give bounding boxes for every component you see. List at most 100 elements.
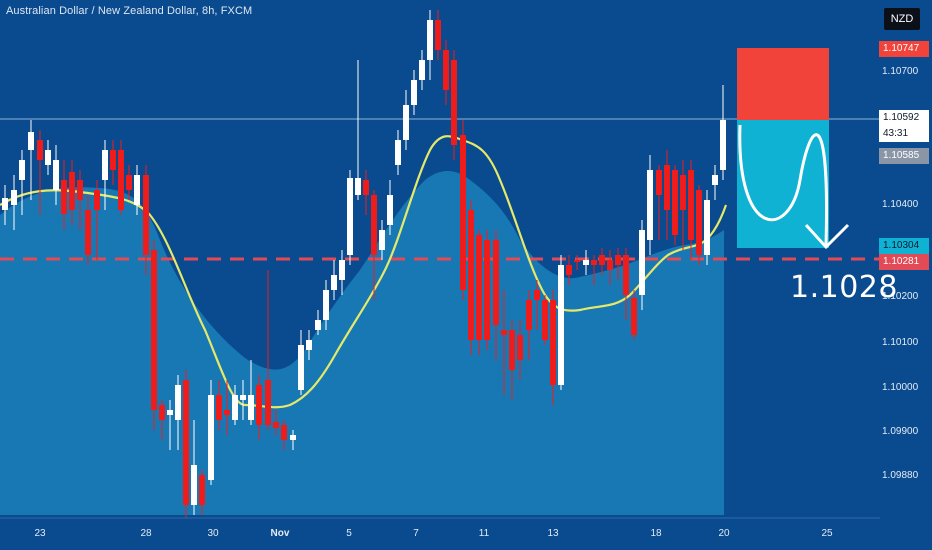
support-price-label: 1.10281 [879, 254, 929, 270]
bearish-candle [680, 175, 686, 210]
price-tick: 1.10100 [882, 337, 919, 348]
bullish-candle [355, 178, 361, 195]
bearish-candle [69, 172, 75, 210]
bearish-candle [199, 475, 205, 505]
bullish-candle [208, 395, 214, 480]
date-tick: 13 [547, 528, 559, 539]
bearish-candle [118, 150, 124, 210]
time-axis-panel [0, 518, 932, 550]
date-tick: 11 [478, 528, 490, 539]
bullish-candle [134, 175, 140, 205]
bullish-candle [704, 200, 710, 255]
bullish-candle [2, 198, 8, 210]
bullish-candle [331, 275, 337, 290]
bullish-candle [11, 190, 17, 205]
indicator-area [0, 171, 724, 515]
bullish-candle [419, 60, 425, 80]
bullish-candle [240, 395, 246, 400]
bullish-candle [19, 160, 25, 180]
bullish-candle [191, 465, 197, 505]
bearish-candle [542, 300, 548, 340]
chart-title: Australian Dollar / New Zealand Dollar, … [6, 5, 253, 17]
bullish-candle [102, 150, 108, 180]
bearish-candle [696, 190, 702, 255]
date-tick: 30 [207, 528, 219, 539]
bearish-candle [484, 240, 490, 340]
bearish-candle [615, 255, 621, 265]
bearish-candle [493, 240, 499, 325]
bearish-candle [623, 255, 629, 295]
bearish-candle [607, 260, 613, 270]
price-tick: 1.09900 [882, 426, 919, 437]
bullish-candle [639, 230, 645, 295]
bullish-candle [395, 140, 401, 165]
bullish-candle [290, 435, 296, 440]
bullish-candle [28, 132, 34, 150]
bullish-candle [712, 175, 718, 185]
bearish-candle [77, 180, 83, 200]
bullish-candle [647, 170, 653, 240]
target-price-annotation: 1.1028 [790, 270, 898, 305]
bearish-candle [534, 290, 540, 300]
bearish-candle [151, 250, 157, 410]
bullish-candle [411, 80, 417, 105]
date-tick: 25 [821, 528, 833, 539]
bearish-candle [460, 135, 466, 290]
date-tick: 28 [140, 528, 152, 539]
bullish-candle [387, 195, 393, 225]
bearish-candle [126, 175, 132, 190]
bullish-candle [53, 160, 59, 190]
bearish-candle [656, 170, 662, 195]
bearish-candle [224, 410, 230, 415]
date-tick: 5 [346, 528, 352, 539]
bullish-candle [323, 290, 329, 320]
bearish-candle [517, 335, 523, 360]
price-tick: 1.10200 [882, 291, 919, 302]
bullish-candle [232, 395, 238, 420]
date-tick: 18 [650, 528, 662, 539]
current-price-label: 1.10592 [879, 110, 929, 126]
bearish-candle [672, 170, 678, 235]
bullish-candle [45, 150, 51, 165]
candles-group [2, 10, 726, 520]
bearish-candle [94, 190, 100, 210]
bearish-candle [599, 255, 605, 265]
bearish-candle [183, 380, 189, 505]
bearish-candle [216, 395, 222, 420]
price-tick: 1.10400 [882, 199, 919, 210]
bearish-candle [476, 235, 482, 340]
price-tick: 1.10700 [882, 66, 919, 77]
previous-close-label: 1.10585 [879, 148, 929, 164]
stop-loss-price-label: 1.10747 [879, 41, 929, 57]
bearish-candle [566, 265, 572, 275]
bearish-candle [363, 180, 369, 195]
date-tick: 20 [718, 528, 730, 539]
bearish-candle [443, 50, 449, 90]
take-profit-zone [737, 120, 829, 248]
bearish-candle [468, 210, 474, 340]
date-tick: 7 [413, 528, 419, 539]
bearish-candle [85, 210, 91, 255]
bullish-candle [175, 385, 181, 420]
projection-curve [738, 124, 828, 246]
bearish-candle [451, 60, 457, 145]
bullish-candle [427, 20, 433, 60]
bullish-candle [558, 265, 564, 385]
moving-average-line [0, 135, 728, 409]
bearish-candle [273, 422, 279, 428]
bullish-candle [347, 178, 353, 255]
stop-loss-zone [737, 48, 829, 120]
bearish-candle [110, 150, 116, 170]
bullish-candle [720, 120, 726, 170]
currency-badge[interactable]: NZD [884, 8, 920, 30]
bearish-candle [550, 300, 556, 385]
bearish-candle [371, 195, 377, 255]
date-tick: 23 [34, 528, 46, 539]
take-profit-price-label: 1.10304 [879, 238, 929, 254]
bearish-candle [435, 20, 441, 50]
bullish-candle [315, 320, 321, 330]
bearish-candle [591, 260, 597, 265]
bullish-candle [379, 230, 385, 250]
bullish-candle [298, 345, 304, 390]
